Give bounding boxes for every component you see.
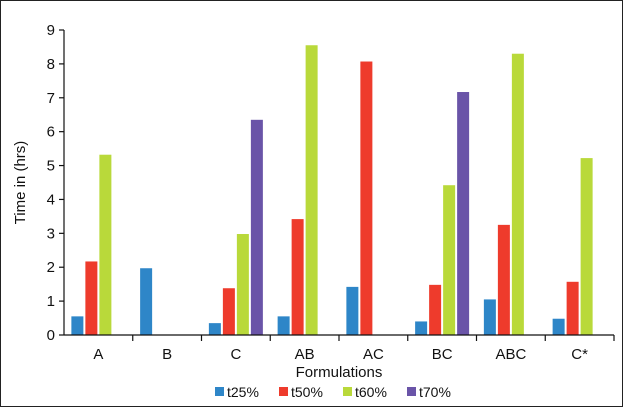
bar-t25pct-BC	[415, 321, 428, 335]
y-axis-label: Time in (hrs)	[12, 141, 29, 225]
y-tick-label: 6	[47, 124, 55, 141]
y-tick-label: 9	[47, 22, 55, 39]
bar-t50pct-AB	[291, 219, 304, 335]
legend-label: t70%	[419, 384, 451, 400]
y-axis-ticks: 0 1 2 3 4 5 6 7 8 9	[47, 22, 64, 344]
bar-t50pct-ABC	[497, 224, 510, 335]
x-tick-label: B	[162, 346, 172, 363]
x-axis-ticks: A B C AB AC BC ABC C*	[93, 335, 615, 363]
bar-t50pct-C	[222, 288, 235, 335]
y-tick-label: 4	[47, 191, 55, 208]
bar-t25pct-ABC	[483, 299, 496, 335]
legend-swatch	[407, 387, 416, 396]
legend-swatch	[215, 387, 224, 396]
y-tick-label: 7	[47, 90, 55, 107]
x-tick-label: AB	[295, 346, 315, 363]
y-tick-label: 2	[47, 259, 55, 276]
bar-t60pct-AB	[305, 45, 318, 335]
bar-t60pct-ABC	[511, 53, 524, 335]
x-tick-label: C*	[571, 346, 588, 363]
x-tick-label: C	[230, 346, 241, 363]
legend-swatch	[343, 387, 352, 396]
legend-label: t25%	[227, 384, 259, 400]
bar-t25pct-C	[208, 323, 221, 335]
bar-t60pct-Cstar	[580, 158, 593, 335]
bar-t60pct-BC	[443, 185, 456, 335]
bar-t25pct-B	[140, 268, 153, 335]
bar-t50pct-Cstar	[566, 281, 579, 335]
y-tick-label: 3	[47, 225, 55, 242]
x-tick-label: BC	[432, 346, 453, 363]
x-tick-label: AC	[363, 346, 384, 363]
bar-t25pct-Cstar	[552, 318, 565, 335]
bar-t70pct-C	[250, 119, 263, 335]
legend: t25% t50% t60% t70%	[215, 384, 451, 400]
bar-t70pct-BC	[457, 92, 470, 336]
x-tick-label: A	[93, 346, 103, 363]
bar-t25pct-A	[71, 316, 84, 335]
y-tick-label: 0	[47, 327, 55, 344]
y-tick-label: 5	[47, 158, 55, 175]
bar-t50pct-A	[85, 261, 98, 335]
x-axis-label: Formulations	[296, 364, 383, 381]
legend-label: t50%	[291, 384, 323, 400]
y-tick-label: 8	[47, 56, 55, 73]
bar-t50pct-AC	[360, 61, 373, 336]
bar-t25pct-AB	[277, 316, 290, 335]
legend-swatch	[279, 387, 288, 396]
bars	[71, 45, 593, 336]
x-tick-label: ABC	[495, 346, 526, 363]
bar-t50pct-BC	[429, 284, 442, 335]
bar-t60pct-A	[99, 154, 112, 335]
bar-t25pct-AC	[346, 286, 359, 335]
y-tick-label: 1	[47, 293, 55, 310]
bar-t60pct-C	[236, 234, 249, 335]
legend-label: t60%	[355, 384, 387, 400]
